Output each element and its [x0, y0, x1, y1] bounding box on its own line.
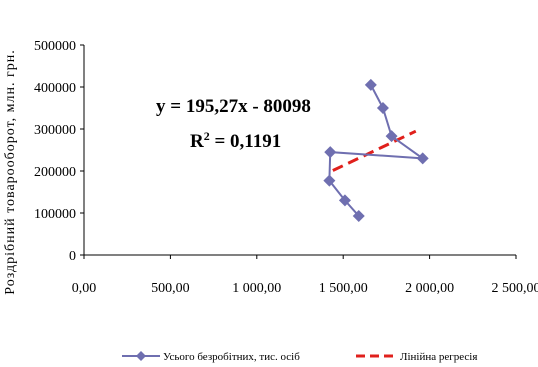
r-squared-exp: 2 — [204, 129, 210, 143]
x-tick-label: 1 500,00 — [319, 281, 368, 296]
x-tick-label: 500,00 — [151, 281, 190, 296]
y-tick-label: 0 — [69, 249, 76, 264]
x-axis: 0,00 500,00 1 000,00 1 500,00 2 000,00 2 500,… — [72, 255, 538, 296]
data-point — [385, 130, 398, 143]
legend-regression-label: Лінійна регресія — [400, 351, 477, 363]
regression-layer — [332, 129, 417, 172]
data-point — [416, 152, 429, 165]
legend: Усього безробітних, тис. осіб Лінійна ре… — [122, 351, 477, 363]
legend-series-marker — [136, 351, 146, 361]
regression-line — [332, 129, 417, 172]
y-axis-label: Роздрібний товарооборот, млн. грн. — [3, 49, 18, 294]
regression-equation: y = 195,27x - 80098 — [156, 96, 311, 117]
data-point — [364, 78, 377, 91]
r-squared-r: R — [190, 131, 204, 152]
x-tick-label: 2 000,00 — [405, 281, 454, 296]
r-squared: R2 = 0,1191 — [190, 129, 281, 152]
x-tick-label: 0,00 — [72, 281, 97, 296]
y-tick-label: 400000 — [34, 81, 76, 96]
y-tick-label: 100000 — [34, 207, 76, 222]
y-tick-label: 200000 — [34, 165, 76, 180]
legend-series-label: Усього безробітних, тис. осіб — [163, 351, 300, 363]
y-tick-label: 300000 — [34, 123, 76, 138]
x-tick-label: 1 000,00 — [232, 281, 281, 296]
r-squared-value: = 0,1191 — [210, 131, 282, 152]
y-axis: 0 100000 200000 300000 400000 500000 — [34, 39, 84, 264]
x-tick-label: 2 500,00 — [492, 281, 538, 296]
series-layer — [323, 78, 429, 222]
data-point — [338, 194, 351, 207]
data-point — [376, 102, 389, 114]
y-tick-label: 500000 — [34, 39, 76, 54]
data-point — [352, 209, 365, 222]
data-point — [323, 174, 336, 187]
data-point — [324, 146, 337, 159]
